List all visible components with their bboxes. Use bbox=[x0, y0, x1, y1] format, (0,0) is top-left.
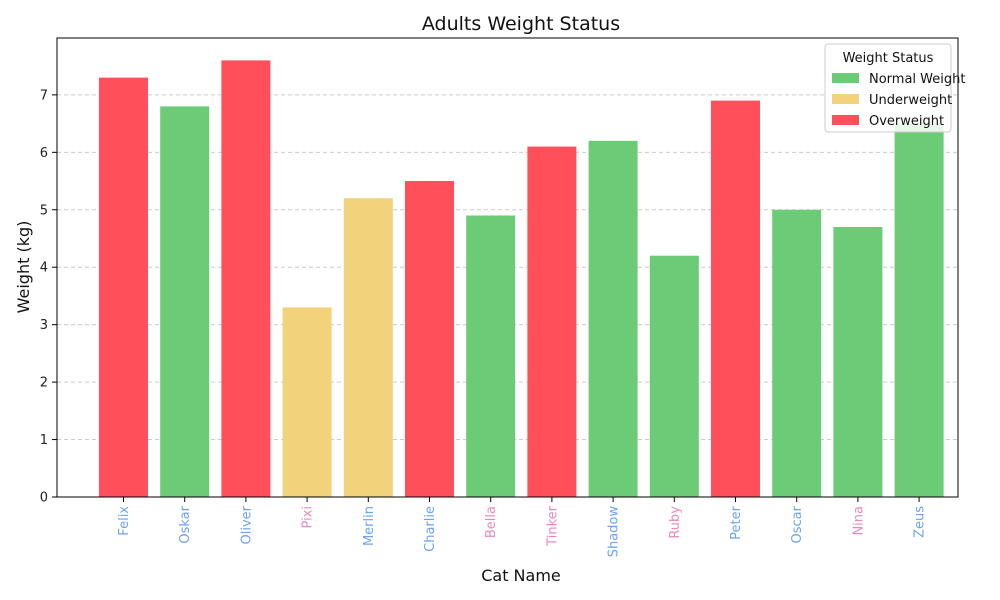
y-tick-label: 0 bbox=[40, 491, 48, 506]
legend-box bbox=[824, 43, 952, 133]
legend-swatch bbox=[832, 73, 859, 83]
legend-swatch bbox=[832, 115, 859, 125]
bar-oskar bbox=[160, 106, 210, 498]
bar-zeus bbox=[894, 123, 944, 498]
legend-entry-label: Normal Weight bbox=[869, 72, 965, 87]
bar-oscar bbox=[772, 209, 822, 497]
x-tick-label: Charlie bbox=[423, 506, 438, 552]
bar-peter bbox=[711, 100, 760, 498]
x-tick-label: Tinker bbox=[545, 505, 560, 546]
y-tick-label: 1 bbox=[40, 433, 48, 448]
bar-merlin bbox=[343, 198, 393, 497]
y-axis-label: Weight (kg) bbox=[14, 221, 33, 314]
bar-shadow bbox=[588, 140, 638, 498]
bar-oliver bbox=[221, 60, 271, 497]
y-axis-ticks: 0 1 2 3 4 5 6 7 bbox=[40, 88, 57, 506]
chart-title: Adults Weight Status bbox=[422, 13, 620, 35]
y-tick-label: 3 bbox=[40, 318, 48, 333]
x-tick-label: Oliver bbox=[239, 505, 254, 544]
y-tick-label: 2 bbox=[40, 376, 48, 391]
bar-ruby bbox=[649, 255, 699, 497]
x-tick-label: Peter bbox=[729, 505, 744, 539]
x-tick-label: Oscar bbox=[790, 505, 805, 543]
y-tick-label: 4 bbox=[40, 261, 48, 276]
legend: Weight Status Normal Weight Underweight Ov… bbox=[824, 43, 965, 133]
x-tick-label: Pixi bbox=[301, 506, 316, 528]
x-tick-label: Nina bbox=[851, 506, 866, 536]
y-tick-label: 5 bbox=[40, 203, 48, 218]
bar-felix bbox=[99, 77, 148, 497]
x-tick-label: Zeus bbox=[913, 506, 928, 538]
x-axis-label: Cat Name bbox=[481, 566, 561, 585]
legend-entry-label: Underweight bbox=[869, 93, 952, 108]
y-tick-label: 7 bbox=[40, 88, 48, 103]
bar-charlie bbox=[405, 181, 454, 498]
x-axis-ticks: Felix Oskar Oliver Pixi Merlin Charlie Bella Ti… bbox=[117, 497, 928, 557]
bar-bella bbox=[466, 215, 516, 498]
legend-swatch bbox=[832, 94, 859, 104]
x-tick-label: Oskar bbox=[178, 505, 193, 543]
legend-entry-label: Overweight bbox=[869, 114, 944, 129]
x-tick-label: Merlin bbox=[362, 506, 377, 546]
y-tick-label: 6 bbox=[40, 146, 48, 161]
x-tick-label: Bella bbox=[484, 506, 499, 538]
legend-title: Weight Status bbox=[843, 51, 934, 66]
legend-entries: Normal Weight Underweight Overweight bbox=[832, 72, 965, 129]
x-tick-label: Felix bbox=[117, 506, 132, 536]
bar-pixi bbox=[282, 307, 332, 497]
x-tick-label: Ruby bbox=[668, 506, 683, 539]
bar-tinker bbox=[527, 146, 577, 497]
bar-nina bbox=[833, 227, 883, 497]
x-tick-label: Shadow bbox=[607, 506, 622, 558]
bars bbox=[99, 60, 944, 498]
